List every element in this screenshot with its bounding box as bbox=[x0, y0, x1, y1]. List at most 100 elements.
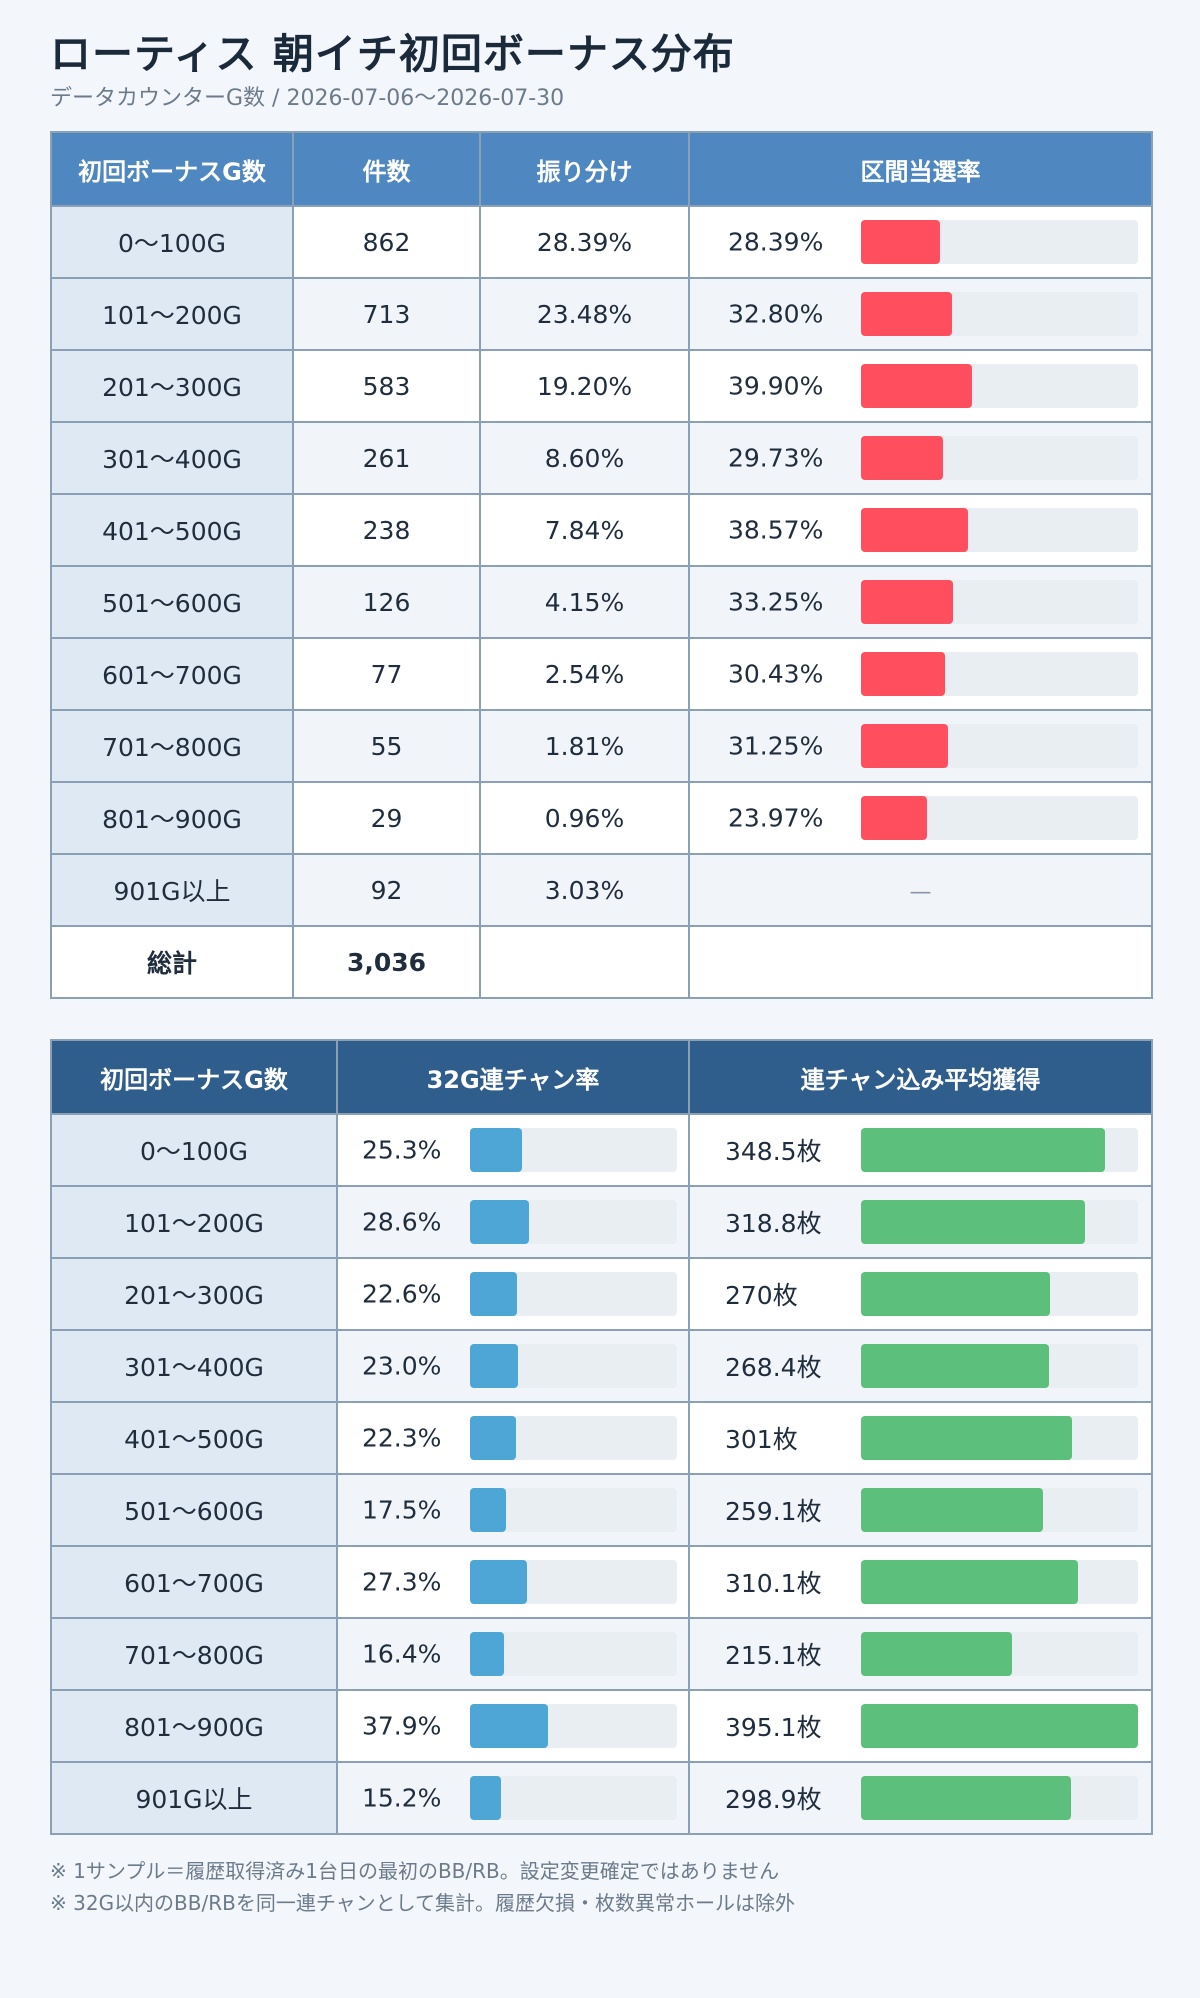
avg-gain-cell: 310.1枚 bbox=[688, 1545, 1153, 1619]
renchan-cell-bar bbox=[470, 1632, 504, 1676]
rate-cell-bar bbox=[861, 652, 946, 696]
table-row: 601〜700G 27.3% 310.1枚 bbox=[50, 1545, 1153, 1619]
renchan-cell-bar bbox=[470, 1416, 517, 1460]
avg-gain-cell-value: 348.5枚 bbox=[725, 1137, 822, 1166]
rate-cell-bar bbox=[861, 724, 948, 768]
rate-cell-bar bbox=[861, 364, 972, 408]
table-row: 701〜800G 16.4% 215.1枚 bbox=[50, 1617, 1153, 1691]
count-cell: 29 bbox=[292, 781, 481, 855]
rate-cell-value: 30.43% bbox=[728, 659, 824, 689]
range-cell: 401〜500G bbox=[50, 1401, 338, 1475]
renchan-cell-bar-track bbox=[470, 1776, 677, 1820]
avg-gain-cell: 348.5枚 bbox=[688, 1113, 1153, 1187]
header-range: 初回ボーナスG数 bbox=[50, 1039, 338, 1115]
renchan-cell-value: 22.3% bbox=[362, 1423, 442, 1453]
renchan-cell-bar-track bbox=[470, 1704, 677, 1748]
range-cell: 0〜100G bbox=[50, 1113, 338, 1187]
rate-cell-value: 32.80% bbox=[728, 299, 824, 329]
share-cell: 8.60% bbox=[479, 421, 690, 495]
table-row: 501〜600G 126 4.15% 33.25% bbox=[50, 565, 1153, 639]
avg-gain-cell-bar-track bbox=[861, 1128, 1138, 1172]
rate-cell-bar-track bbox=[861, 364, 1138, 408]
rate-cell-bar-track bbox=[861, 580, 1138, 624]
table-header-row: 初回ボーナスG数 件数 振り分け 区間当選率 bbox=[50, 131, 1153, 207]
rate-cell-value: 23.97% bbox=[728, 803, 824, 833]
share-cell: 1.81% bbox=[479, 709, 690, 783]
renchan-cell: 25.3% bbox=[336, 1113, 690, 1187]
rate-cell-value: 39.90% bbox=[728, 371, 824, 401]
renchan-cell-value: 28.6% bbox=[362, 1207, 442, 1237]
table-row: 201〜300G 22.6% 270枚 bbox=[50, 1257, 1153, 1331]
table-header-row: 初回ボーナスG数 32G連チャン率 連チャン込み平均獲得 bbox=[50, 1039, 1153, 1115]
rate-cell-bar-track bbox=[861, 220, 1138, 264]
avg-gain-cell: 298.9枚 bbox=[688, 1761, 1153, 1835]
rate-cell: 23.97% bbox=[688, 781, 1153, 855]
header-rate: 区間当選率 bbox=[688, 131, 1153, 207]
footnotes: ※ 1サンプル＝履歴取得済み1台日の最初のBB/RB。設定変更確定ではありません… bbox=[50, 1855, 795, 1919]
avg-gain-cell-value: 268.4枚 bbox=[725, 1353, 822, 1382]
range-cell: 501〜600G bbox=[50, 1473, 338, 1547]
share-cell: 4.15% bbox=[479, 565, 690, 639]
avg-gain-cell-value: 395.1枚 bbox=[725, 1713, 822, 1742]
header-renchan-rate: 32G連チャン率 bbox=[336, 1039, 690, 1115]
table-row: 501〜600G 17.5% 259.1枚 bbox=[50, 1473, 1153, 1547]
rate-cell-bar bbox=[861, 220, 940, 264]
rate-cell-bar bbox=[861, 292, 952, 336]
rate-cell-value: 29.73% bbox=[728, 443, 824, 473]
avg-gain-cell-value: 298.9枚 bbox=[725, 1785, 822, 1814]
share-cell: 0.96% bbox=[479, 781, 690, 855]
table-row: 201〜300G 583 19.20% 39.90% bbox=[50, 349, 1153, 423]
renchan-cell-bar-track bbox=[470, 1344, 677, 1388]
rate-cell-value: 31.25% bbox=[728, 731, 824, 761]
avg-gain-cell: 395.1枚 bbox=[688, 1689, 1153, 1763]
renchan-cell: 22.6% bbox=[336, 1257, 690, 1331]
renchan-cell-bar-track bbox=[470, 1416, 677, 1460]
table-row: 801〜900G 29 0.96% 23.97% bbox=[50, 781, 1153, 855]
renchan-cell-value: 25.3% bbox=[362, 1135, 442, 1165]
avg-gain-cell-value: 215.1枚 bbox=[725, 1641, 822, 1670]
table-row: 401〜500G 238 7.84% 38.57% bbox=[50, 493, 1153, 567]
count-cell: 862 bbox=[292, 205, 481, 279]
range-cell: 501〜600G bbox=[50, 565, 294, 639]
rate-cell: — bbox=[688, 853, 1153, 927]
table-row: 801〜900G 37.9% 395.1枚 bbox=[50, 1689, 1153, 1763]
count-cell: 92 bbox=[292, 853, 481, 927]
table-row: 901G以上 15.2% 298.9枚 bbox=[50, 1761, 1153, 1835]
rate-cell: 39.90% bbox=[688, 349, 1153, 423]
rate-cell-bar-track bbox=[861, 292, 1138, 336]
avg-gain-cell-bar-track bbox=[861, 1776, 1138, 1820]
renchan-cell-value: 27.3% bbox=[362, 1567, 442, 1597]
avg-gain-cell-bar bbox=[861, 1200, 1085, 1244]
renchan-cell-bar bbox=[470, 1560, 527, 1604]
footnote: ※ 1サンプル＝履歴取得済み1台日の最初のBB/RB。設定変更確定ではありません bbox=[50, 1859, 780, 1883]
renchan-cell-bar-track bbox=[470, 1632, 677, 1676]
renchan-cell-bar bbox=[470, 1488, 507, 1532]
table-row: 101〜200G 28.6% 318.8枚 bbox=[50, 1185, 1153, 1259]
avg-gain-cell: 268.4枚 bbox=[688, 1329, 1153, 1403]
rate-cell-bar-track bbox=[861, 652, 1138, 696]
rate-cell: 29.73% bbox=[688, 421, 1153, 495]
renchan-cell-bar bbox=[470, 1704, 549, 1748]
share-cell: 19.20% bbox=[479, 349, 690, 423]
rate-cell-value: 38.57% bbox=[728, 515, 824, 545]
renchan-cell: 28.6% bbox=[336, 1185, 690, 1259]
count-cell: 583 bbox=[292, 349, 481, 423]
renchan-cell-bar-track bbox=[470, 1200, 677, 1244]
page-subtitle: データカウンターG数 / 2026-07-06〜2026-07-30 bbox=[50, 86, 565, 111]
table-row: 401〜500G 22.3% 301枚 bbox=[50, 1401, 1153, 1475]
renchan-cell: 37.9% bbox=[336, 1689, 690, 1763]
count-cell: 77 bbox=[292, 637, 481, 711]
range-cell: 901G以上 bbox=[50, 853, 294, 927]
count-cell: 126 bbox=[292, 565, 481, 639]
range-cell: 801〜900G bbox=[50, 781, 294, 855]
renchan-cell-bar bbox=[470, 1200, 530, 1244]
renchan-cell-bar-track bbox=[470, 1488, 677, 1532]
renchan-cell-bar bbox=[470, 1128, 523, 1172]
count-cell: 238 bbox=[292, 493, 481, 567]
total-count: 3,036 bbox=[292, 925, 481, 999]
renchan-cell-bar-track bbox=[470, 1560, 677, 1604]
avg-gain-cell-bar bbox=[861, 1632, 1012, 1676]
rate-cell-bar-track bbox=[861, 436, 1138, 480]
range-cell: 401〜500G bbox=[50, 493, 294, 567]
avg-gain-cell: 318.8枚 bbox=[688, 1185, 1153, 1259]
